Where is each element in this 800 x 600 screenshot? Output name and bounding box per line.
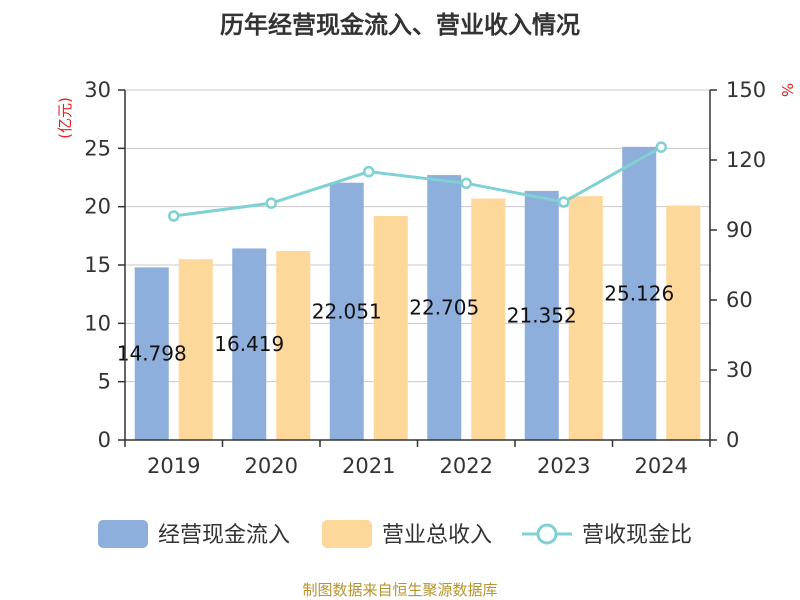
y-right-tick-label: 30 <box>726 358 753 382</box>
bar <box>666 205 701 440</box>
y-left-tick-label: 15 <box>84 253 111 277</box>
bar <box>178 259 213 440</box>
chart-title: 历年经营现金流入、营业收入情况 <box>220 11 580 39</box>
legend-label: 营收现金比 <box>582 523 692 548</box>
line-point <box>655 141 667 153</box>
y-right-tick-label: 150 <box>726 78 766 102</box>
ratio-line <box>168 141 667 222</box>
legend-swatch <box>98 520 148 548</box>
data-label: 16.419 <box>214 332 284 356</box>
bar <box>524 190 559 440</box>
x-tick-label: 2024 <box>635 454 688 478</box>
bar <box>427 175 462 440</box>
line-series <box>173 145 662 218</box>
x-tick-label: 2019 <box>147 454 200 478</box>
bar <box>276 251 311 440</box>
x-tick-label: 2022 <box>440 454 493 478</box>
data-label: 22.051 <box>312 299 382 323</box>
legend-label: 营业总收入 <box>382 523 492 548</box>
y-left-tick-label: 30 <box>84 78 111 102</box>
data-label: 21.352 <box>507 303 577 327</box>
y-left-tick-label: 5 <box>98 370 111 394</box>
grid-lines <box>125 89 710 383</box>
line-point <box>168 210 180 222</box>
legend-marker <box>536 523 558 545</box>
bar <box>329 182 364 440</box>
y-left-tick-label: 10 <box>84 311 111 335</box>
legend-label: 经营现金流入 <box>158 523 290 548</box>
y-right-label: % <box>778 83 796 97</box>
bar <box>568 196 603 440</box>
line-point <box>363 165 375 178</box>
bar <box>232 248 267 440</box>
bar <box>134 267 169 440</box>
line-point <box>460 177 472 190</box>
data-label: 25.126 <box>604 281 674 305</box>
bar <box>622 146 657 440</box>
y-left-tick-label: 20 <box>84 195 111 219</box>
data-labels: 14.798 16.419 22.051 22.705 21.352 25.126 <box>117 281 674 365</box>
data-label: 14.798 <box>117 342 187 366</box>
y-left-tick-label: 0 <box>98 428 111 452</box>
bar <box>373 216 408 440</box>
line-point <box>558 196 570 208</box>
y-left-tick-label: 25 <box>84 136 111 160</box>
y-right-tick-label: 60 <box>726 288 753 312</box>
x-tick-label: 2023 <box>537 454 590 478</box>
y-left-label: (亿元) <box>56 97 74 139</box>
line-point <box>265 197 277 209</box>
axes: 0 5 10 15 20 25 30 0 30 60 90 120 150 2019 2020 2021 202… <box>84 78 766 478</box>
x-tick-label: 2020 <box>245 454 298 478</box>
bar <box>471 198 506 440</box>
y-right-tick-label: 90 <box>726 218 753 242</box>
legend: 经营现金流入 营业总收入 营收现金比 <box>98 520 692 548</box>
x-tick-label: 2021 <box>342 454 395 478</box>
legend-swatch <box>322 520 372 548</box>
bars <box>134 146 701 440</box>
y-right-tick-label: 0 <box>726 428 739 452</box>
data-label: 22.705 <box>409 296 479 320</box>
source-note: 制图数据来自恒生聚源数据库 <box>302 581 497 599</box>
y-right-tick-label: 120 <box>726 148 766 172</box>
